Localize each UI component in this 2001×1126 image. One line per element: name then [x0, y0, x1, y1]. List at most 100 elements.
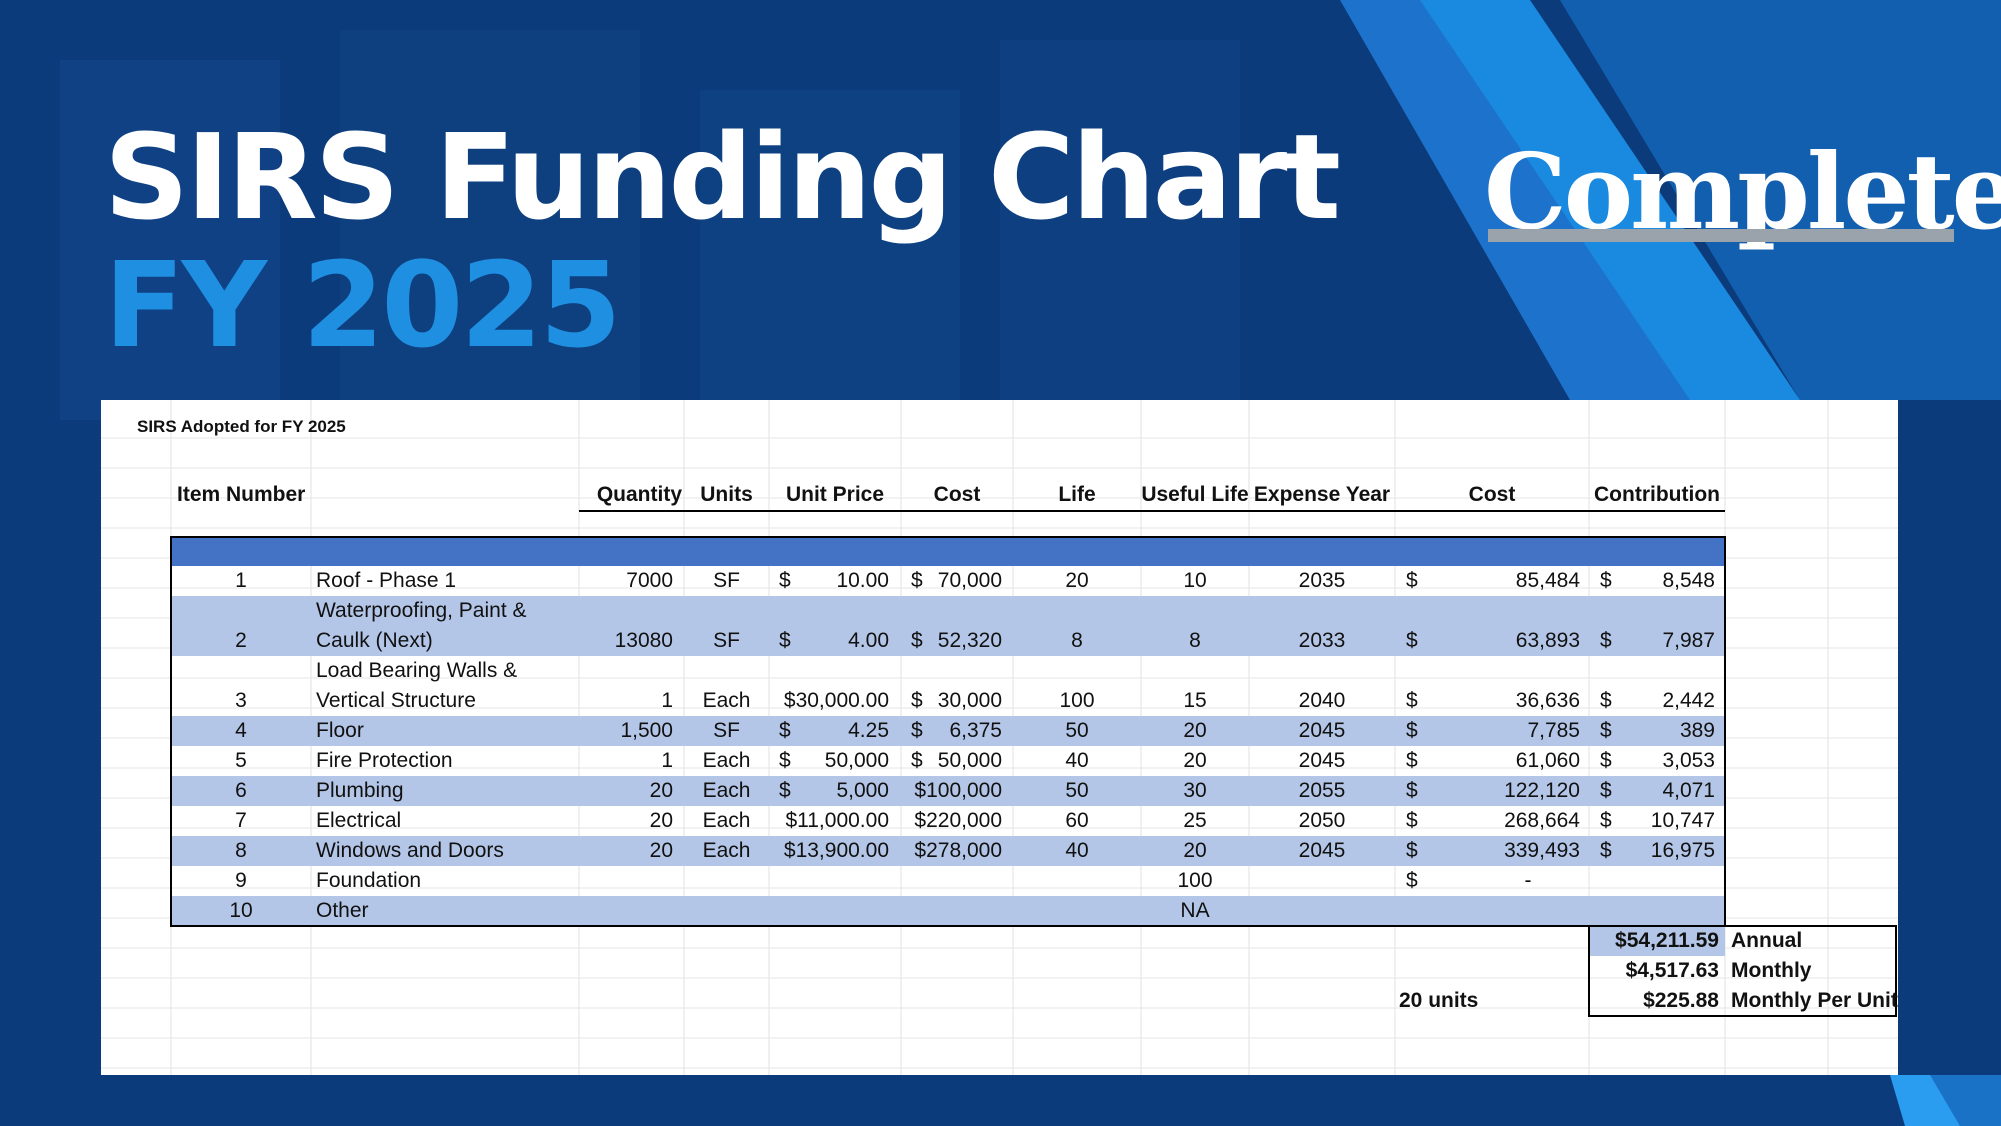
future-cost-currency: $	[1406, 749, 1418, 772]
item-number: 4	[235, 719, 247, 742]
header-expense-year: Expense Year	[1253, 483, 1391, 506]
header-contribution: Contribution	[1594, 483, 1720, 506]
contribution-currency: $	[1600, 719, 1612, 742]
brand-logo: Complete	[1484, 130, 2001, 253]
item-number: 10	[229, 899, 253, 922]
useful-life-cell: 30	[1183, 779, 1207, 802]
total-value: $225.88	[1643, 989, 1719, 1012]
contribution-currency: $	[1600, 809, 1612, 832]
row-band	[171, 716, 1725, 746]
item-number: 7	[235, 809, 247, 832]
header-life: Life	[1058, 483, 1096, 506]
cost-cell: 30,000	[937, 689, 1002, 712]
quantity-cell: 1	[661, 749, 673, 772]
unit-price-cell: 50,000	[824, 749, 889, 772]
unit-price-cell	[769, 866, 889, 896]
total-value: $54,211.59	[1615, 929, 1719, 952]
quantity-cell	[579, 896, 673, 926]
quantity-cell: 20	[649, 779, 673, 802]
cost-cell: 70,000	[937, 569, 1002, 592]
item-description: Vertical Structure	[316, 689, 476, 712]
cost-cell	[901, 866, 1002, 896]
unit-price-cell: 10.00	[836, 569, 889, 592]
header-useful-life: Useful Life	[1141, 483, 1249, 506]
life-cell	[1013, 896, 1141, 926]
unit-price-cell: 4.00	[848, 629, 889, 652]
unit-price-currency: $	[779, 569, 791, 592]
item-number: 3	[235, 689, 247, 712]
units-cell: SF	[713, 719, 740, 742]
header-cost: Cost	[933, 483, 981, 506]
future-cost-currency: $	[1406, 869, 1418, 892]
header-units: Units	[700, 483, 753, 506]
contribution-currency: $	[1600, 629, 1612, 652]
quantity-cell: 20	[649, 809, 673, 832]
future-cost-currency: $	[1406, 839, 1418, 862]
table-frame	[170, 536, 1726, 927]
expense-year-cell: 2045	[1298, 749, 1346, 772]
expense-year-cell: 2050	[1298, 809, 1346, 832]
contribution-cell: 8,548	[1662, 569, 1715, 592]
item-number: 8	[235, 839, 247, 862]
expense-year-cell: 2033	[1298, 629, 1346, 652]
unit-price-cell: 5,000	[836, 779, 889, 802]
page-title: SIRS Funding Chart	[104, 108, 1341, 246]
life-cell: 100	[1059, 689, 1095, 712]
item-description: Waterproofing, Paint &	[316, 599, 527, 622]
unit-price-cell: $13,900.00	[783, 839, 889, 862]
unit-price-currency: $	[779, 719, 791, 742]
contribution-currency: $	[1600, 569, 1612, 592]
future-cost-cell: 268,664	[1504, 809, 1580, 832]
row-band	[171, 776, 1725, 806]
unit-price-cell	[769, 896, 889, 926]
expense-year-cell	[1249, 866, 1395, 896]
expense-year-cell: 2055	[1298, 779, 1346, 802]
life-cell: 20	[1065, 569, 1089, 592]
units-count: 20 units	[1399, 989, 1479, 1012]
item-number: 6	[235, 779, 247, 802]
item-description: Other	[316, 899, 369, 922]
future-cost-cell: 61,060	[1515, 749, 1580, 772]
item-description: Electrical	[316, 809, 402, 832]
item-number: 5	[235, 749, 247, 772]
life-cell: 8	[1071, 629, 1083, 652]
header-unit-price: Unit Price	[785, 483, 885, 506]
totals-frame	[1588, 925, 1897, 1017]
useful-life-cell: NA	[1180, 899, 1210, 922]
unit-price-currency: $	[779, 779, 791, 802]
quantity-cell: 1,500	[620, 719, 673, 742]
useful-life-cell: 20	[1183, 719, 1207, 742]
useful-life-cell: 10	[1183, 569, 1207, 592]
page-subtitle: FY 2025	[104, 236, 622, 374]
future-cost-cell: 7,785	[1527, 719, 1580, 742]
cost-cell: 52,320	[937, 629, 1002, 652]
row-band	[171, 596, 1725, 656]
future-cost-cell: -	[1524, 869, 1532, 892]
item-description: Roof - Phase 1	[316, 569, 457, 592]
cost-cell: 6,375	[949, 719, 1002, 742]
item-description: Fire Protection	[316, 749, 453, 772]
future-cost-cell	[1395, 896, 1580, 926]
life-cell: 50	[1065, 719, 1089, 742]
contribution-cell: 4,071	[1662, 779, 1715, 802]
future-cost-currency: $	[1406, 689, 1418, 712]
future-cost-currency: $	[1406, 569, 1418, 592]
quantity-cell: 20	[649, 839, 673, 862]
units-cell: Each	[702, 809, 751, 832]
contribution-cell: 389	[1679, 719, 1715, 742]
header-item-number: Item Number	[177, 483, 306, 506]
contribution-cell: 16,975	[1650, 839, 1715, 862]
cost-cell: $278,000	[914, 839, 1002, 862]
item-description: Foundation	[316, 869, 422, 892]
contribution-cell: 3,053	[1662, 749, 1715, 772]
life-cell: 60	[1065, 809, 1089, 832]
expense-year-cell: 2035	[1298, 569, 1346, 592]
item-description: Floor	[316, 719, 364, 742]
life-cell	[1013, 866, 1141, 896]
item-description: Load Bearing Walls &	[316, 659, 518, 682]
unit-price-currency: $	[779, 629, 791, 652]
unit-price-cell: $30,000.00	[783, 689, 889, 712]
future-cost-currency: $	[1406, 809, 1418, 832]
useful-life-cell: 15	[1183, 689, 1207, 712]
brand-underline	[1488, 229, 1954, 242]
